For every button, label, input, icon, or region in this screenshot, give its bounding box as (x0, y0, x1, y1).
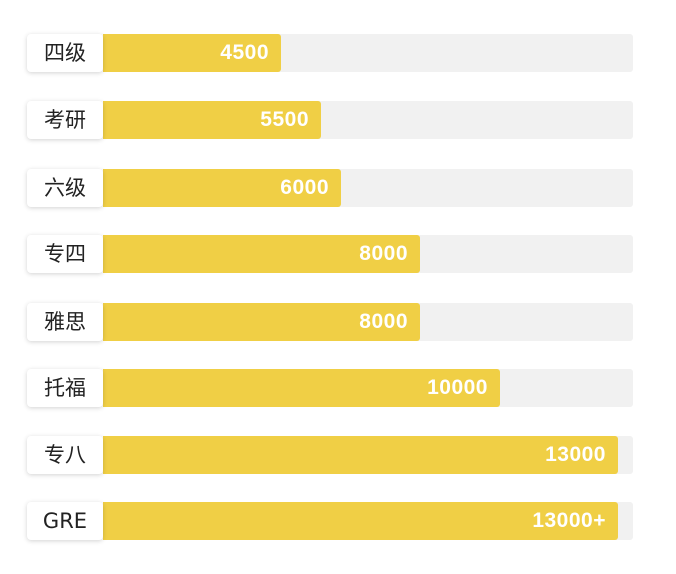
category-label-box: 考研 (27, 101, 103, 139)
bar (103, 101, 321, 139)
bar-value-label: 8000 (359, 242, 408, 265)
category-label: GRE (42, 509, 88, 533)
bar-row: 4500 四级 (0, 34, 676, 74)
bar (103, 369, 500, 407)
bar (103, 502, 618, 540)
bar (103, 34, 281, 72)
bar-row: 8000 雅思 (0, 303, 676, 343)
bar-row: 5500 考研 (0, 101, 676, 141)
category-label: 专八 (44, 443, 86, 467)
bar-value-label: 5500 (260, 108, 309, 131)
bar-value-label: 4500 (220, 41, 269, 64)
bar-row: 8000 专四 (0, 235, 676, 275)
category-label-box: 雅思 (27, 303, 103, 341)
category-label-box: 专八 (27, 436, 103, 474)
bar (103, 169, 341, 207)
category-label: 四级 (44, 41, 86, 65)
category-label: 专四 (44, 242, 86, 266)
category-label-box: 专四 (27, 235, 103, 273)
category-label-box: 六级 (27, 169, 103, 207)
bar (103, 235, 420, 273)
bar-row: 13000+ GRE (0, 502, 676, 542)
category-label: 托福 (44, 376, 86, 400)
bar-row: 10000 托福 (0, 369, 676, 409)
category-label: 六级 (44, 176, 86, 200)
bar-value-label: 6000 (280, 176, 329, 199)
category-label-box: GRE (27, 502, 103, 540)
category-label: 雅思 (44, 310, 86, 334)
category-label-box: 四级 (27, 34, 103, 72)
bar-value-label: 13000 (545, 443, 606, 466)
bar-value-label: 13000+ (532, 509, 606, 532)
bar (103, 436, 618, 474)
bar (103, 303, 420, 341)
bar-value-label: 10000 (427, 376, 488, 399)
category-label-box: 托福 (27, 369, 103, 407)
category-label: 考研 (44, 108, 86, 132)
bar-row: 6000 六级 (0, 169, 676, 209)
bar-row: 13000 专八 (0, 436, 676, 476)
bar-value-label: 8000 (359, 310, 408, 333)
